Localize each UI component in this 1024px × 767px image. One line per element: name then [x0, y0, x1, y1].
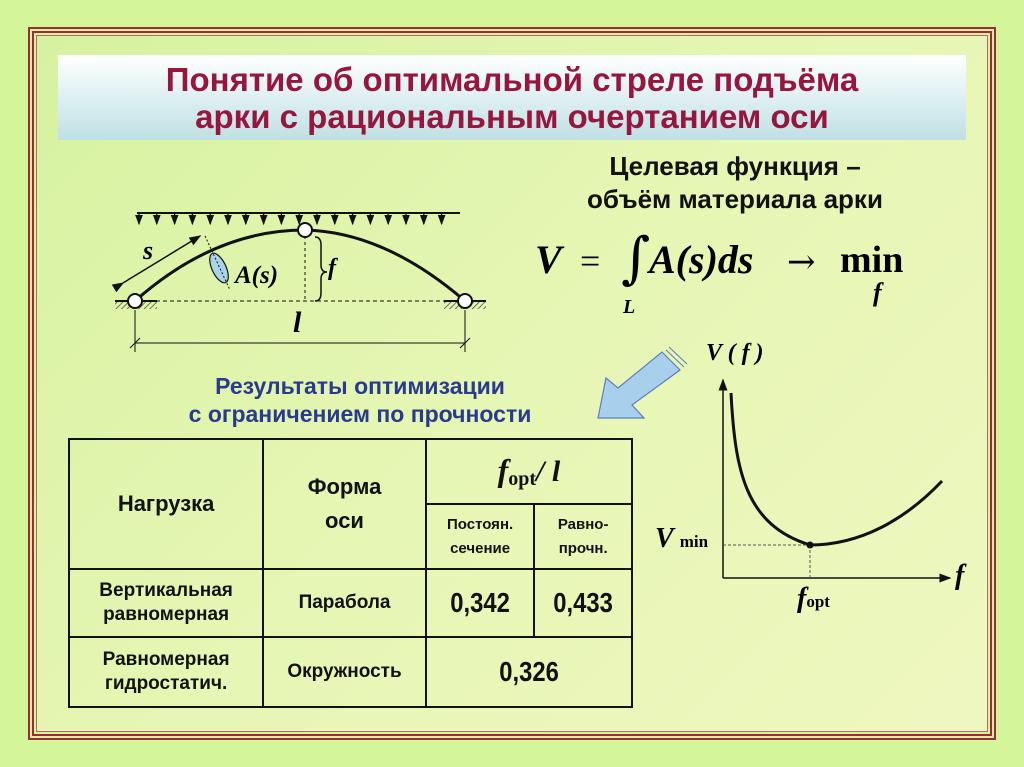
ratio-l: / l [536, 454, 561, 488]
const-line-1: Постоян. [446, 515, 514, 533]
fopt-label: fopt [797, 583, 830, 615]
row1-load-line2: равномерная [103, 604, 230, 625]
row1-load: Вертикальная равномерная [67, 568, 265, 638]
minimum-point [806, 541, 814, 549]
left-hinge [127, 293, 143, 309]
vmin-sub: min [679, 532, 709, 551]
header-shape: Форма оси [262, 438, 427, 570]
equal-line-2: прочн. [558, 539, 608, 557]
table-row: Вертикальная равномерная Парабола 0,342 0… [67, 568, 633, 638]
row1-equal: 0,433 [533, 568, 633, 638]
outer-frame [28, 27, 996, 740]
integral-limit: L [623, 296, 636, 318]
arch-diagram [111, 212, 486, 352]
row2-both: 0,326 [424, 636, 634, 708]
fopt-f: f [797, 583, 807, 614]
cross-section-icon [209, 252, 229, 284]
arch-axis [134, 228, 466, 303]
span-label: l [293, 306, 302, 339]
objective-line-2: объём материала арки [587, 184, 883, 214]
title-box: Понятие об оптимальной стреле подъёма ар… [58, 55, 966, 140]
row2-shape: Окружность [262, 636, 427, 708]
arc-length-dimension [111, 235, 202, 293]
results-table: Нагрузка Форма оси fopt/ l Постоян. сечен… [67, 438, 634, 708]
row1-const: 0,342 [424, 568, 536, 638]
row2-load: Равномерная гидростатич. [67, 636, 265, 708]
integrand: A(s)ds [649, 237, 754, 282]
row1-load-line1: Вертикальная [99, 580, 233, 601]
header-ratio: fopt/ l [424, 438, 634, 505]
results-line-2: с ограничением по прочности [188, 401, 532, 427]
volume-curve [729, 392, 944, 547]
formula-min-sub: f [873, 278, 882, 307]
row2-load-line1: Равномерная [102, 649, 230, 670]
area-label: A(s) [235, 262, 279, 289]
arc-length-label: s [143, 236, 154, 265]
equal-line-1: Равно- [557, 515, 609, 533]
fopt-sub: opt [806, 592, 830, 611]
rise-label: f [328, 255, 336, 281]
formula-min: min [840, 239, 904, 281]
rise-brace [314, 236, 328, 302]
const-line-2: сечение [450, 539, 511, 557]
vmin-v: V [655, 523, 674, 554]
graph-x-label: f [955, 560, 965, 591]
ratio-sub: opt [508, 468, 537, 491]
header-equal-strength: Равно-прочн. [533, 503, 633, 570]
formula-v: V [535, 237, 562, 282]
crown-hinge [297, 222, 313, 238]
row1-const-value: 0,342 [450, 587, 510, 618]
slide-title: Понятие об оптимальной стреле подъёма ар… [58, 61, 966, 135]
table-row: Равномерная гидростатич. Окружность 0,326 [67, 636, 634, 708]
volume-graph [718, 378, 952, 583]
header-load: Нагрузка [67, 438, 265, 570]
row1-equal-value: 0,433 [553, 587, 613, 618]
distributed-load-arrows [135, 213, 446, 226]
pointer-arrow [597, 346, 688, 419]
title-line-2: арки с рациональным очертанием оси [195, 98, 829, 135]
objective-line-1: Целевая функция – [609, 151, 861, 181]
ratio-f: f [497, 451, 509, 488]
row2-load-line2: гидростатич. [104, 673, 228, 694]
graph-y-label: V ( f ) [706, 340, 764, 366]
right-hinge [457, 293, 473, 309]
formula-arrow: → [787, 242, 816, 282]
objective-heading: Целевая функция – объём материала арки [500, 150, 970, 216]
title-line-1: Понятие об оптимальной стреле подъёма [165, 61, 859, 98]
formula-eq: = [580, 241, 601, 281]
outer-frame-inner [32, 31, 992, 736]
header-const-section: Постоян. сечение [424, 503, 536, 570]
row2-value: 0,326 [499, 656, 559, 687]
integral-sign: ∫ [621, 226, 651, 291]
objective-formula: V = ∫ L A(s)ds → min f [535, 226, 935, 322]
row1-shape: Парабола [262, 568, 427, 638]
results-heading: Результаты оптимизации с ограничением по… [80, 372, 640, 428]
results-line-1: Результаты оптимизации [215, 373, 505, 399]
